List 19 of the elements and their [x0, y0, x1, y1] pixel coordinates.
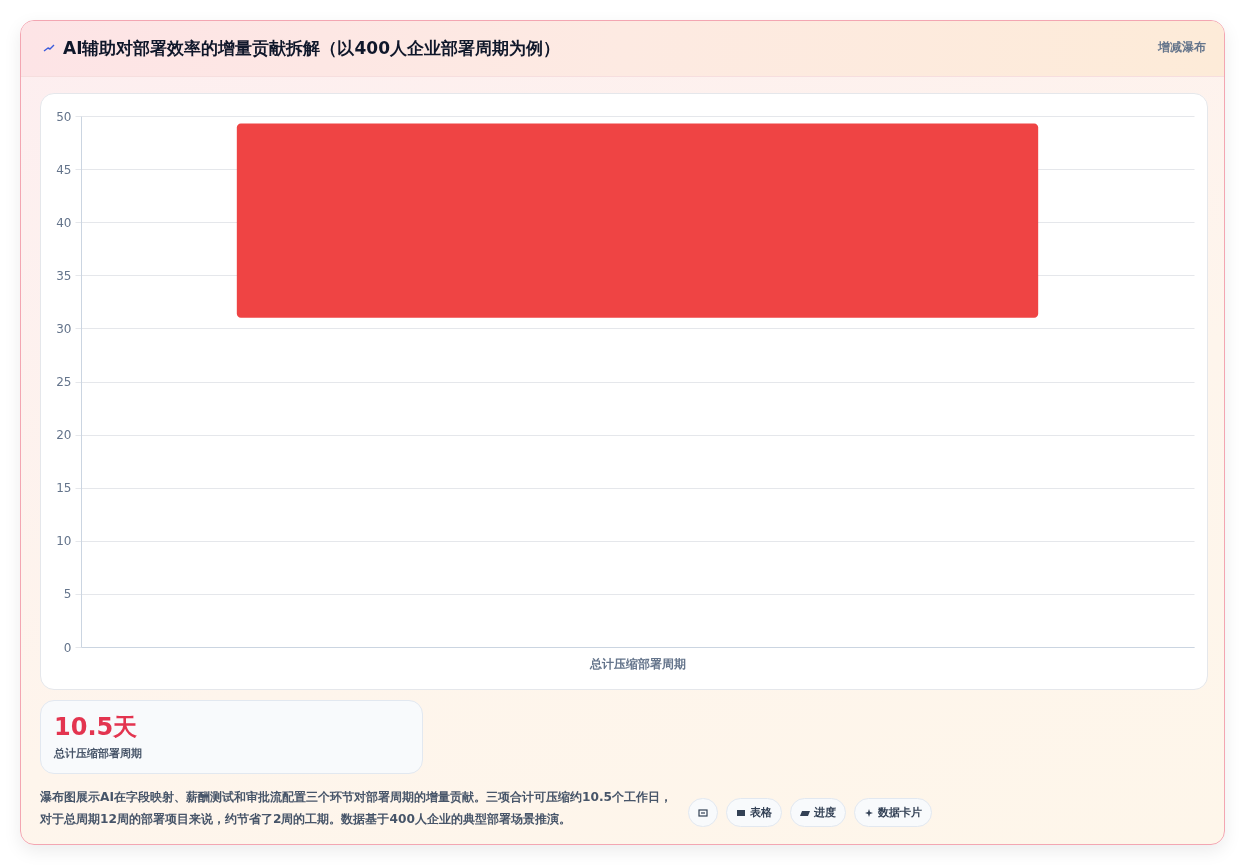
text: 增减瀑布: [1158, 40, 1206, 55]
y-tick-label: 25: [56, 375, 72, 389]
y-tick-label: 30: [56, 321, 72, 336]
y-tick-label: 15: [56, 481, 72, 496]
y-tick-label: 10: [56, 534, 72, 549]
text: 表格: [750, 805, 772, 820]
text: 进度: [814, 805, 836, 820]
text: 数据卡片: [878, 805, 922, 820]
text: 10.5天: [54, 712, 138, 743]
chart-title: AI辅助对部署效率的增量贡献拆解（以400人企业部署周期为例）: [63, 37, 560, 60]
y-tick-label: 35: [56, 268, 72, 283]
text: 瀑布图展示AI在字段映射、薪酬测试和审批流配置三个环节对部署周期的增量贡献。三项合计可压缩约10.5个工作日，对于总周期12周的部署项目来说，约节省了2周的工期。数据基于400人企业的典型部署场景推演。: [40, 789, 674, 828]
y-tick-label: 40: [56, 215, 72, 230]
text: 总计压缩部署周期: [54, 746, 142, 761]
y-tick-label: 50: [56, 109, 72, 124]
y-tick-label: 5: [63, 587, 72, 602]
y-tick-label: 20: [56, 428, 72, 443]
y-tick-label: 45: [56, 162, 72, 177]
y-tick-label: 0: [63, 640, 72, 655]
